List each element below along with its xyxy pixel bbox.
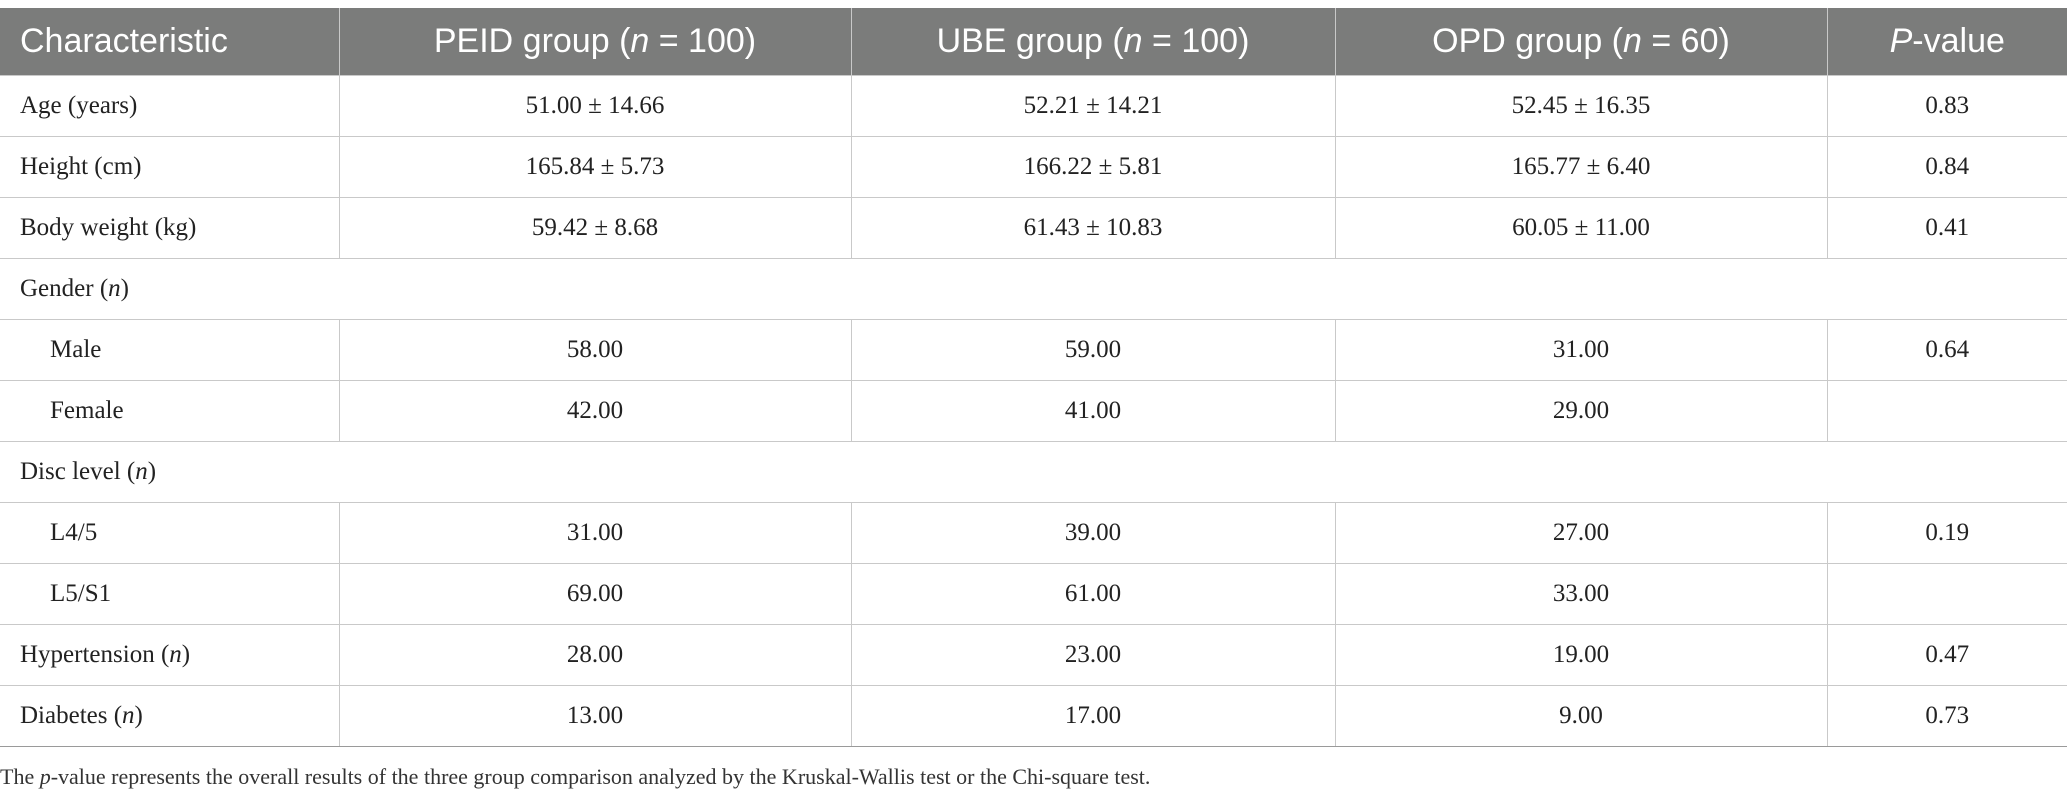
cell-p-value: 0.41 (1826, 197, 2067, 259)
cell-opd: 60.05 ± 11.00 (1334, 197, 1828, 259)
cell-ube: 17.00 (850, 685, 1336, 747)
row-label-text: Hypertension ( (20, 641, 170, 668)
row-n-symbol: n (169, 641, 182, 668)
section-n-symbol: n (135, 458, 148, 485)
cell-p-value: 0.73 (1826, 685, 2067, 747)
cell-ube: 52.21 ± 14.21 (850, 75, 1336, 137)
row-label: L4/5 (0, 502, 340, 564)
header-peid-group: PEID group (n = 100) (339, 8, 852, 76)
header-characteristic: Characteristic (0, 8, 340, 76)
cell-peid: 28.00 (338, 624, 852, 686)
header-ube-prefix: UBE group ( (936, 22, 1124, 60)
header-peid-n: n (630, 22, 650, 60)
cell-p-value: 0.19 (1826, 502, 2067, 564)
cell-p-value (1826, 380, 2067, 442)
row-label: Body weight (kg) (0, 197, 340, 259)
header-ube-n: n (1123, 22, 1143, 60)
section-label-disc-level: Disc level (n) (0, 441, 2067, 503)
header-opd-n: n (1623, 22, 1642, 60)
cell-peid: 59.42 ± 8.68 (338, 197, 852, 259)
header-p-symbol: P (1889, 22, 1913, 60)
cell-peid: 13.00 (338, 685, 852, 747)
row-label: Height (cm) (0, 136, 340, 198)
table-row-female: Female 42.00 41.00 29.00 (0, 380, 2067, 442)
cell-peid: 165.84 ± 5.73 (338, 136, 852, 198)
table-header: Characteristic PEID group (n = 100) UBE … (0, 8, 2067, 76)
table-row-l4-5: L4/5 31.00 39.00 27.00 0.19 (0, 502, 2067, 564)
cell-ube: 23.00 (850, 624, 1336, 686)
cell-ube: 39.00 (850, 502, 1336, 564)
header-peid-suffix: = 100) (649, 22, 757, 60)
cell-opd: 9.00 (1334, 685, 1828, 747)
section-n-symbol: n (108, 275, 121, 302)
cell-peid: 69.00 (338, 563, 852, 625)
cell-peid: 31.00 (338, 502, 852, 564)
table-row-height: Height (cm) 165.84 ± 5.73 166.22 ± 5.81 … (0, 136, 2067, 198)
section-label-close: ) (147, 458, 157, 485)
row-n-symbol: n (122, 702, 135, 729)
header-p-value: P-value (1827, 8, 2067, 76)
section-label-gender: Gender (n) (0, 258, 2067, 320)
cell-p-value: 0.83 (1826, 75, 2067, 137)
cell-opd: 27.00 (1334, 502, 1828, 564)
section-label-text: Disc level ( (20, 458, 136, 485)
header-ube-suffix: = 100) (1142, 22, 1250, 60)
row-label-text: Diabetes ( (20, 702, 123, 729)
cell-opd: 33.00 (1334, 563, 1828, 625)
row-label: Male (0, 319, 340, 381)
row-label: Female (0, 380, 340, 442)
cell-ube: 59.00 (850, 319, 1336, 381)
row-label: Diabetes (n) (0, 685, 340, 747)
table-section-disc-level: Disc level (n) (0, 441, 2067, 503)
header-p-suffix: -value (1912, 22, 2005, 60)
header-row: Characteristic PEID group (n = 100) UBE … (0, 8, 2067, 76)
table-row-diabetes: Diabetes (n) 13.00 17.00 9.00 0.73 (0, 685, 2067, 747)
row-label: Hypertension (n) (0, 624, 340, 686)
cell-ube: 61.43 ± 10.83 (850, 197, 1336, 259)
baseline-characteristics-table: Characteristic PEID group (n = 100) UBE … (0, 8, 2067, 747)
cell-p-value: 0.47 (1826, 624, 2067, 686)
row-label: L5/S1 (0, 563, 340, 625)
row-label-close: ) (134, 702, 143, 729)
header-opd-prefix: OPD group ( (1432, 22, 1624, 60)
section-label-text: Gender ( (20, 275, 109, 302)
header-ube-group: UBE group (n = 100) (851, 8, 1336, 76)
cell-p-value: 0.64 (1826, 319, 2067, 381)
row-label: Age (years) (0, 75, 340, 137)
table-footnote: The p-value represents the overall resul… (0, 764, 1150, 790)
cell-peid: 42.00 (338, 380, 852, 442)
baseline-characteristics-table-container: Characteristic PEID group (n = 100) UBE … (0, 8, 2067, 747)
footnote-p-symbol: p (39, 764, 51, 789)
table-row-male: Male 58.00 59.00 31.00 0.64 (0, 319, 2067, 381)
table-body: Age (years) 51.00 ± 14.66 52.21 ± 14.21 … (0, 75, 2067, 747)
footnote-text: -value represents the overall results of… (50, 764, 1151, 789)
table-row-age: Age (years) 51.00 ± 14.66 52.21 ± 14.21 … (0, 75, 2067, 137)
header-peid-prefix: PEID group ( (433, 22, 631, 60)
cell-peid: 51.00 ± 14.66 (338, 75, 852, 137)
cell-ube: 41.00 (850, 380, 1336, 442)
table-row-hypertension: Hypertension (n) 28.00 23.00 19.00 0.47 (0, 624, 2067, 686)
footnote-prefix: The (0, 764, 40, 789)
header-opd-group: OPD group (n = 60) (1335, 8, 1828, 76)
table-row-body-weight: Body weight (kg) 59.42 ± 8.68 61.43 ± 10… (0, 197, 2067, 259)
cell-opd: 29.00 (1334, 380, 1828, 442)
cell-opd: 31.00 (1334, 319, 1828, 381)
section-label-close: ) (120, 275, 129, 302)
row-label-close: ) (181, 641, 191, 668)
cell-opd: 19.00 (1334, 624, 1828, 686)
cell-peid: 58.00 (338, 319, 852, 381)
cell-p-value (1826, 563, 2067, 625)
cell-ube: 166.22 ± 5.81 (850, 136, 1336, 198)
cell-p-value: 0.84 (1826, 136, 2067, 198)
table-section-gender: Gender (n) (0, 258, 2067, 320)
table-row-l5-s1: L5/S1 69.00 61.00 33.00 (0, 563, 2067, 625)
cell-opd: 52.45 ± 16.35 (1334, 75, 1828, 137)
cell-ube: 61.00 (850, 563, 1336, 625)
cell-opd: 165.77 ± 6.40 (1334, 136, 1828, 198)
header-opd-suffix: = 60) (1641, 22, 1730, 60)
